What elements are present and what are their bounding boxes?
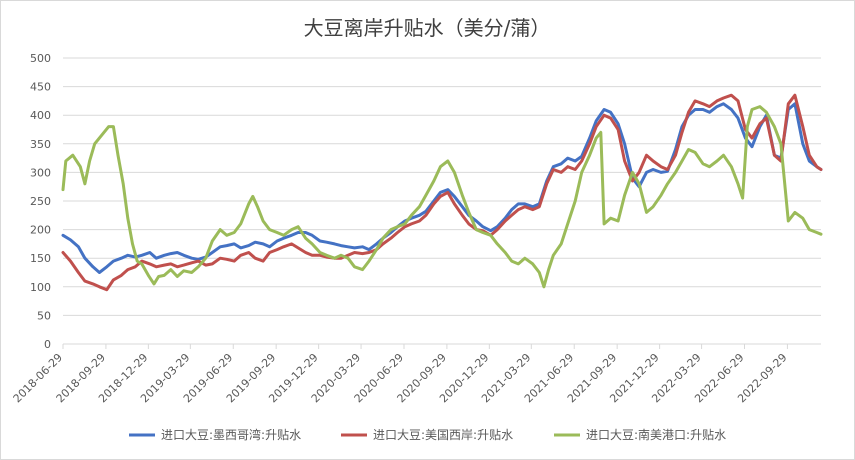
series-line: [61, 105, 823, 289]
legend-label: 进口大豆:美国西岸:升贴水: [373, 428, 513, 442]
legend-label: 进口大豆:墨西哥湾:升贴水: [161, 427, 301, 442]
y-tick-label: 100: [30, 281, 51, 294]
y-tick-label: 300: [30, 166, 51, 179]
series-lines: [61, 93, 823, 292]
x-axis-ticks: 2018-06-292018-09-292018-12-292019-03-29…: [11, 344, 790, 405]
legend: 进口大豆:墨西哥湾:升贴水 进口大豆:美国西岸:升贴水 进口大豆:南美港口:升贴水: [129, 427, 726, 442]
y-axis-ticks: 0 50 100 150 200 250 300 350 400 450 500: [30, 52, 51, 351]
series-line: [61, 102, 823, 274]
y-tick-label: 200: [30, 224, 51, 237]
y-tick-label: 0: [44, 338, 51, 351]
legend-label: 进口大豆:南美港口:升贴水: [586, 427, 726, 442]
chart-title: 大豆离岸升贴水（美分/蒲）: [304, 16, 551, 40]
y-tick-label: 50: [37, 309, 51, 322]
y-tick-label: 350: [30, 138, 51, 151]
y-tick-label: 400: [30, 109, 51, 122]
grid: [63, 57, 821, 345]
y-tick-label: 250: [30, 195, 51, 208]
series-line: [61, 93, 823, 292]
y-tick-label: 150: [30, 252, 51, 265]
y-tick-label: 500: [30, 52, 51, 65]
y-tick-label: 450: [30, 81, 51, 94]
